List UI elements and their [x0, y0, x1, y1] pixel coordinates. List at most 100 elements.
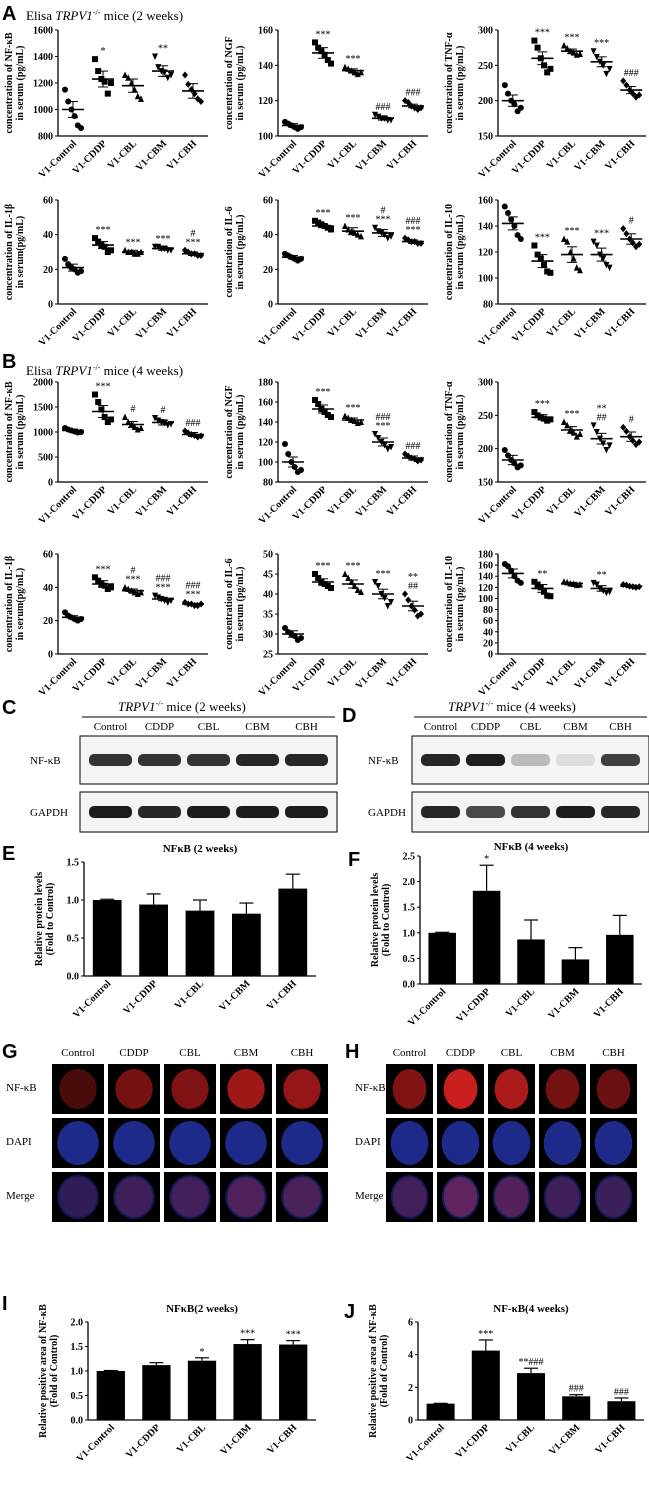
if-row-label: Merge	[6, 1190, 35, 1202]
y-tick-label: 140	[478, 572, 493, 583]
chart-a5: 0 20 40 60 concentration of IL-6 in serum (pg…	[224, 196, 428, 349]
data-point	[531, 242, 538, 249]
bar	[428, 932, 456, 984]
if-signal-red	[115, 1069, 153, 1109]
y-axis-label-2: in serum (pg/mL)	[235, 395, 246, 470]
data-point	[62, 86, 68, 93]
if-column-label: Control	[61, 1047, 95, 1059]
y-tick-label: 140	[478, 222, 493, 233]
data-point	[547, 65, 554, 72]
data-point	[517, 579, 524, 586]
y-tick-label: 120	[258, 438, 273, 449]
significance-mark: ***	[565, 226, 580, 237]
category-label: V1-Control	[406, 986, 448, 1028]
significance-mark: ###	[406, 88, 421, 99]
if-image	[108, 1172, 160, 1222]
y-tick-label: 1000	[33, 428, 53, 439]
y-axis-label-2: (Fold to Control)	[45, 883, 56, 956]
y-tick-label: 140	[258, 61, 273, 72]
category-label: V1-CBL	[175, 1422, 209, 1456]
significance-mark: #	[381, 206, 386, 217]
data-point	[593, 581, 600, 589]
y-tick-label: 160	[478, 196, 493, 207]
data-point	[577, 50, 583, 58]
if-column-label: CDDP	[446, 1047, 475, 1059]
data-point	[372, 111, 378, 119]
blot-row-label: GAPDH	[368, 807, 406, 819]
lane-label: CBH	[609, 721, 632, 733]
category-label: V1-Control	[37, 306, 79, 348]
data-point	[606, 264, 613, 272]
data-point	[315, 401, 322, 407]
bar	[562, 1396, 591, 1420]
data-point	[564, 238, 571, 245]
blot-band	[236, 754, 279, 766]
category-label: V1-CBM	[354, 138, 390, 174]
significance-mark: #	[191, 228, 196, 239]
bar	[232, 913, 261, 976]
significance-mark: **	[537, 569, 547, 580]
if-signal-blue	[390, 1121, 429, 1165]
category-label: V1-Control	[257, 306, 299, 348]
blot-band	[466, 806, 505, 818]
if-row-label: NF-κB	[355, 1082, 386, 1094]
y-tick-label: 60	[43, 196, 53, 207]
if-image	[52, 1064, 104, 1114]
data-point	[312, 39, 318, 46]
significance-mark: ***	[565, 33, 580, 44]
data-point	[570, 49, 577, 56]
y-tick-label: 160	[258, 26, 273, 37]
data-point	[573, 433, 580, 440]
if-image	[52, 1172, 104, 1222]
category-label: V1-CDDP	[454, 986, 492, 1024]
if-signal-red	[494, 1069, 529, 1109]
data-point	[372, 579, 378, 586]
blot-band	[89, 806, 132, 818]
data-point	[372, 224, 378, 232]
panel-label-e: E	[2, 843, 15, 865]
data-point	[98, 406, 105, 413]
data-point	[285, 451, 292, 457]
y-tick-label: 1200	[33, 79, 53, 90]
data-point	[298, 467, 304, 473]
y-tick-label: 2000	[33, 378, 53, 389]
if-signal-red	[443, 1177, 478, 1217]
y-tick-label: 4	[408, 1350, 413, 1361]
category-label: V1-CBH	[265, 978, 299, 1012]
if-image	[539, 1172, 586, 1222]
category-label: V1-CBL	[504, 1422, 538, 1456]
data-point	[92, 56, 98, 63]
y-tick-label: 40	[263, 590, 273, 601]
panel-label-h: H	[345, 1041, 359, 1063]
data-point	[544, 417, 551, 424]
data-point	[593, 242, 600, 249]
data-point	[593, 429, 600, 436]
y-tick-label: 0	[268, 300, 273, 311]
lane-label: CDDP	[145, 721, 174, 733]
data-point	[138, 588, 144, 596]
if-signal-blue	[113, 1175, 155, 1219]
y-tick-label: 20	[43, 616, 53, 627]
data-point	[372, 431, 378, 438]
y-tick-label: 100	[478, 274, 493, 285]
significance-mark: ###	[406, 441, 421, 452]
y-tick-label: 300	[478, 26, 493, 37]
y-axis-label: concentration of NGF	[224, 385, 235, 478]
significance-mark: ***	[240, 1329, 255, 1340]
panel-label-a: A	[2, 3, 16, 25]
y-axis-label-2: in serum (pg/mL)	[455, 567, 466, 642]
data-point	[541, 588, 547, 595]
if-image	[276, 1172, 328, 1222]
data-point	[104, 90, 111, 97]
significance-mark: ***	[346, 403, 361, 414]
data-point	[315, 219, 322, 226]
y-tick-label: 20	[483, 638, 493, 649]
bar	[471, 1350, 500, 1420]
y-tick-label: 25	[263, 650, 273, 661]
y-tick-label: 1.0	[67, 896, 80, 907]
y-tick-label: 800	[38, 132, 53, 143]
data-point	[328, 414, 334, 420]
bar	[561, 959, 590, 984]
bar	[185, 910, 215, 976]
data-point	[544, 592, 551, 599]
